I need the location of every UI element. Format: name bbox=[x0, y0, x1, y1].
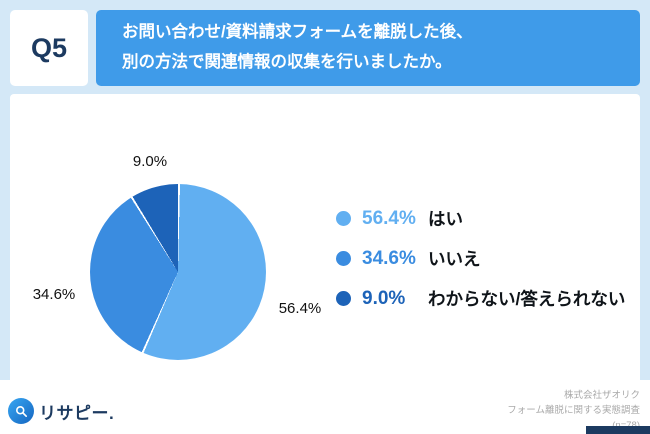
legend-item-wakaranai: 9.0% わからない/答えられない bbox=[336, 286, 625, 311]
legend-label-iie: いいえ bbox=[428, 249, 481, 269]
legend-label-wakaranai: わからない/答えられない bbox=[428, 289, 626, 309]
legend: 56.4% はい 34.6% いいえ 9.0% わからない/答えられない bbox=[336, 206, 625, 326]
source-survey-title: フォーム離脱に関する実態調査 bbox=[507, 405, 640, 417]
bottom-accent-bar bbox=[586, 426, 650, 434]
legend-dot-wakaranai bbox=[336, 291, 351, 306]
pie-value-label-wakaranai: 9.0% bbox=[132, 153, 168, 170]
survey-source: 株式会社ザオリク フォーム離脱に関する実態調査 (n=78) bbox=[507, 388, 640, 434]
legend-percent-iie: 34.6% bbox=[362, 247, 416, 269]
legend-item-iie: 34.6% いいえ bbox=[336, 246, 625, 271]
question-text-line1: お問い合わせ/資料請求フォームを離脱した後、 bbox=[122, 23, 473, 42]
legend-percent-hai: 56.4% bbox=[362, 207, 416, 229]
pie-value-label-hai: 56.4% bbox=[278, 300, 322, 317]
question-text-line2: 別の方法で関連情報の収集を行いましたか。 bbox=[122, 53, 452, 71]
question-number-badge: Q5 bbox=[10, 10, 88, 86]
legend-percent-wakaranai: 9.0% bbox=[362, 287, 406, 309]
source-sample-size: (n=78) bbox=[507, 418, 640, 433]
legend-dot-hai bbox=[336, 211, 351, 226]
pie-chart bbox=[90, 184, 266, 360]
legend-label-hai: はい bbox=[428, 209, 463, 229]
brand-logo-text: リサピー. bbox=[39, 403, 115, 423]
brand-logo: リサピー. bbox=[8, 398, 114, 424]
legend-dot-iie bbox=[336, 251, 351, 266]
magnifier-logo-icon bbox=[8, 398, 34, 424]
question-box: お問い合わせ/資料請求フォームを離脱した後、 別の方法で関連情報の収集を行いまし… bbox=[96, 10, 640, 86]
source-company: 株式会社ザオリク bbox=[563, 390, 640, 401]
legend-item-hai: 56.4% はい bbox=[336, 206, 625, 231]
pie-value-label-iie: 34.6% bbox=[32, 286, 76, 303]
footer-bar bbox=[0, 380, 650, 434]
question-number: Q5 bbox=[30, 32, 68, 63]
